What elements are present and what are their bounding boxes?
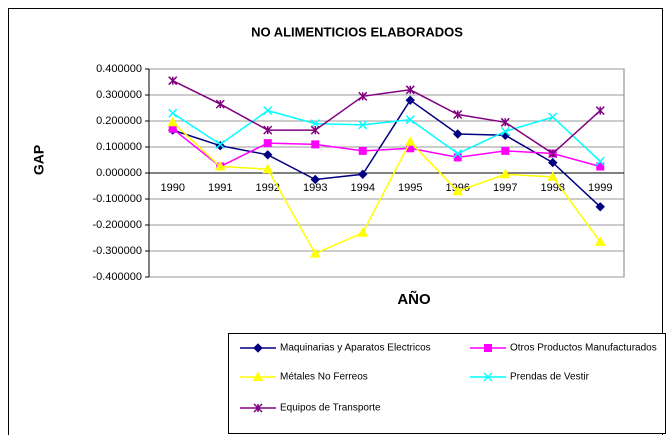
y-tick-label: 0.300000 [96,89,142,101]
y-tick-label: 0.100000 [96,141,142,153]
marker [500,117,510,127]
marker [404,136,416,146]
marker [310,119,320,129]
marker [452,185,464,196]
x-axis-label: AÑO [397,290,431,308]
marker [547,171,559,181]
marker [594,236,606,246]
marker [311,140,320,149]
marker [167,116,179,127]
y-tick-label: -0.300000 [92,245,142,257]
marker [215,139,225,149]
y-tick-label: -0.100000 [92,193,142,205]
marker [262,163,274,174]
marker [168,76,178,86]
marker [263,106,273,116]
series-line [172,128,601,168]
x-tick-label: 1993 [303,182,327,194]
chart-title: NO ALIMENTICIOS ELABORADOS [251,24,463,39]
y-axis-label: GAP [31,145,47,175]
marker [501,146,510,155]
legend-label: Equipos de Transporte [280,403,381,414]
marker [309,248,321,258]
marker [357,227,369,237]
legend-label: Otros Productos Manufacturados [510,343,657,354]
marker [358,146,367,155]
marker [168,108,178,118]
marker [263,139,272,148]
x-tick-label: 1992 [256,182,280,194]
marker [310,174,320,185]
marker [595,106,605,116]
marker [405,95,415,105]
x-tick-label: 1999 [588,182,612,194]
marker [263,150,273,160]
legend-label: Prendas de Vestir [510,372,590,383]
marker [453,129,463,139]
y-tick-label: -0.200000 [92,219,142,231]
legend-label: Métales No Ferreos [280,372,368,383]
x-tick-label: 1991 [208,182,232,194]
marker [500,126,510,136]
marker [263,125,273,135]
marker [499,168,511,179]
x-tick-label: 1990 [161,182,185,194]
marker [595,156,605,166]
marker [358,91,368,101]
legend-marker [253,343,263,353]
y-tick-label: 0.200000 [96,115,142,127]
legend-marker [483,372,493,382]
y-tick-label: 0.400000 [96,63,142,75]
legend-label: Maquinarias y Aparatos Electricos [280,343,431,354]
legend-marker [252,371,264,381]
legend-box [228,333,666,434]
y-tick-label: 0.000000 [96,167,142,179]
x-tick-label: 1997 [493,182,517,194]
marker [358,120,368,130]
marker [405,85,415,95]
marker [358,169,368,180]
legend-marker [484,344,492,352]
marker [215,99,225,109]
marker [168,124,177,133]
marker [548,148,558,159]
marker [310,125,320,135]
series-line [172,80,601,155]
marker [453,148,463,159]
x-tick-label: 1995 [398,182,422,194]
marker [405,115,415,125]
legend-marker [253,403,263,413]
marker [453,109,463,120]
series-line [172,99,601,208]
marker [596,162,605,171]
marker [214,160,226,171]
marker [595,202,605,212]
y-tick-label: -0.400000 [92,271,142,283]
marker [548,157,558,168]
x-tick-label: 1994 [351,182,375,194]
marker [548,112,558,122]
series-line [172,121,601,255]
series-line [172,109,601,162]
